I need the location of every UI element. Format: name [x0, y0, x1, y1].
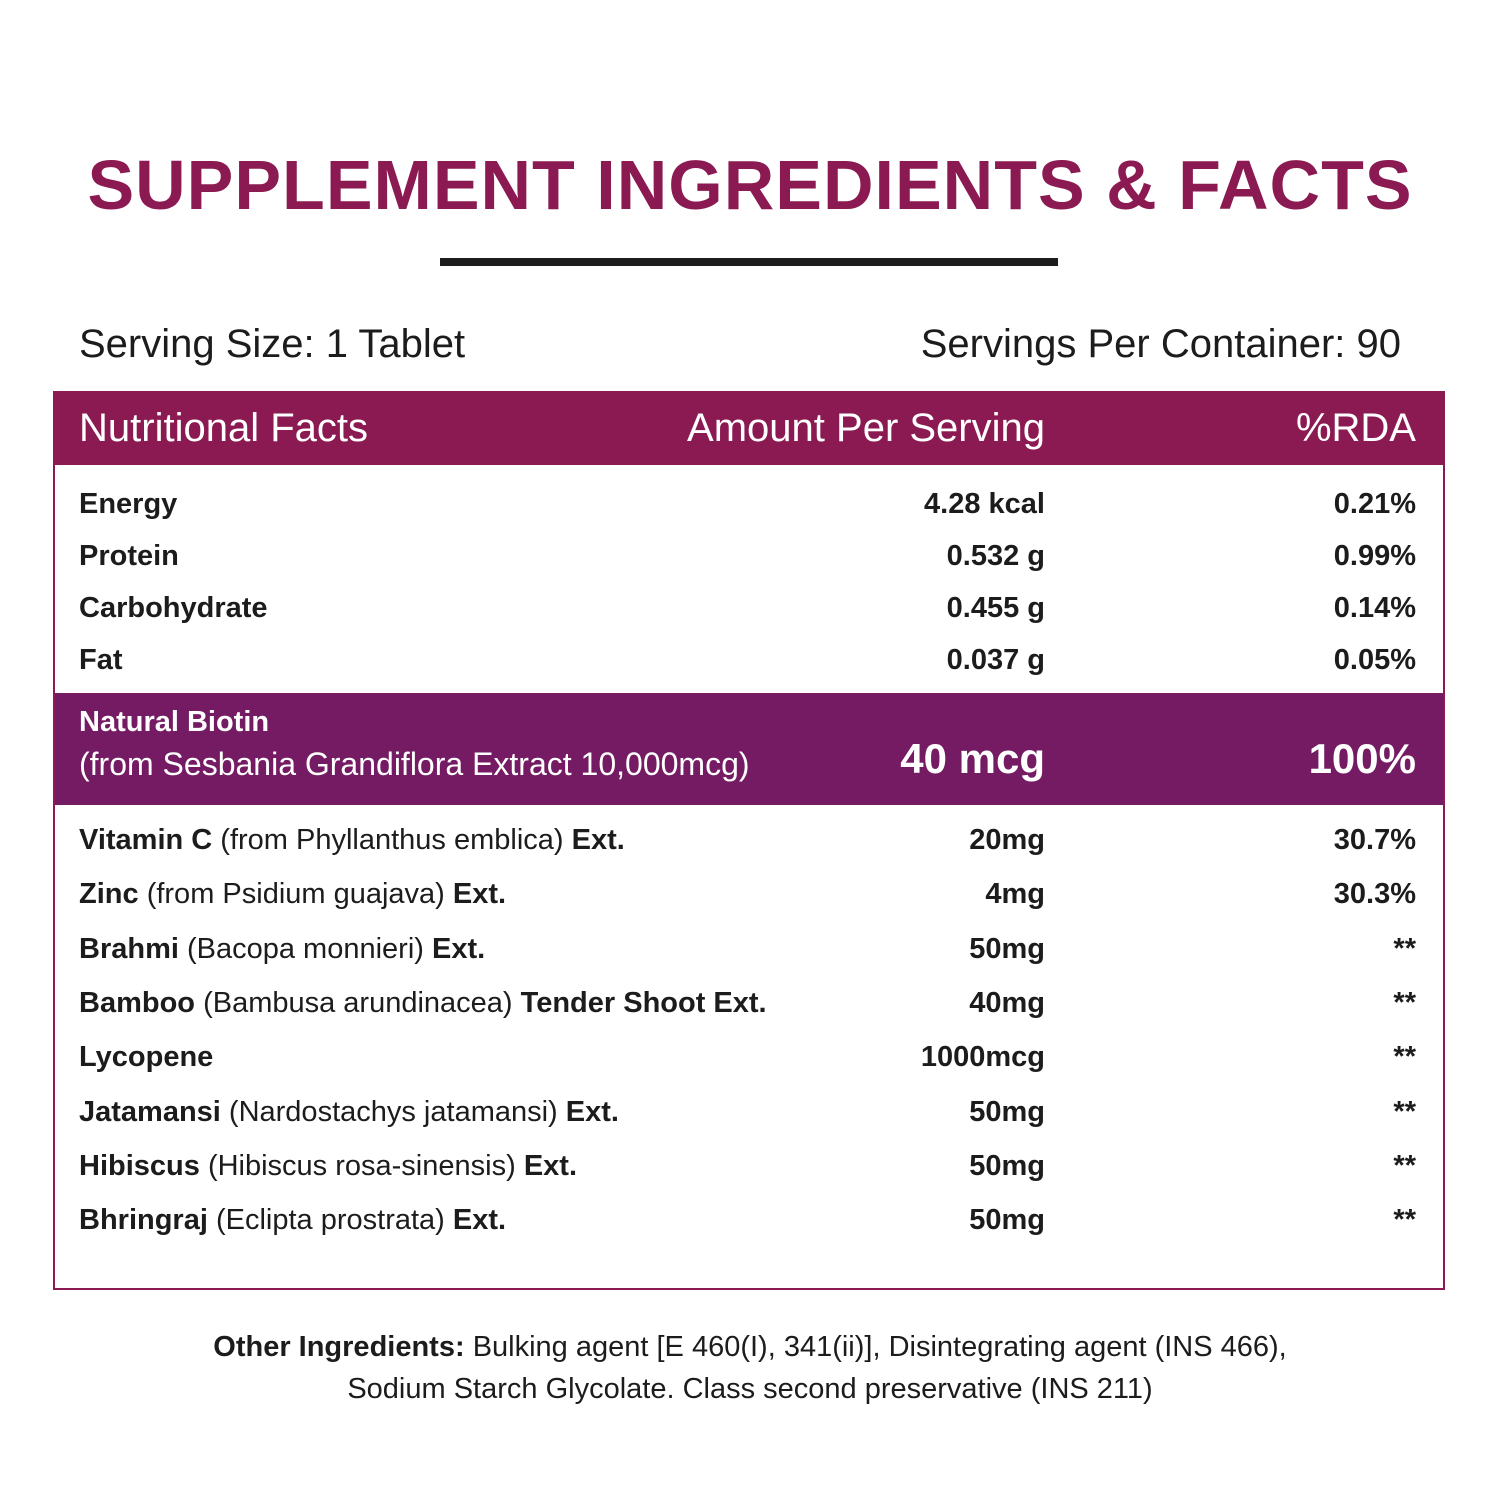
nutrient-name: Fat	[79, 644, 123, 676]
column-header: %RDA	[1295, 406, 1416, 450]
footer-line: Other Ingredients: Bulking agent [E 460(…	[0, 1331, 1500, 1364]
ingredient-part: Ext.	[452, 878, 507, 911]
ingredient-part: (Bacopa monnieri)	[186, 932, 424, 965]
ingredient-part: (Bambusa arundinacea)	[203, 986, 513, 1019]
ingredient-name: Bhringraj (Eclipta prostrata) Ext.	[79, 1204, 506, 1237]
ingredient-amount: 50mg	[969, 1095, 1045, 1128]
column-header: Nutritional Facts	[79, 406, 368, 450]
ingredient-part: (from Psidium guajava)	[146, 878, 445, 911]
nutrient-name: Protein	[79, 540, 179, 572]
ingredient-part: Ext.	[432, 932, 486, 965]
highlight-rda: 100%	[1308, 735, 1416, 782]
ingredient-amount: 20mg	[969, 824, 1045, 856]
title: SUPPLEMENT INGREDIENTS & FACTS	[87, 146, 1413, 224]
ingredient-part: (from Phyllanthus emblica)	[220, 824, 564, 856]
ingredient-rda: **	[1393, 986, 1416, 1019]
highlight-name: Natural Biotin	[79, 706, 270, 738]
ingredient-part: Vitamin C	[79, 824, 213, 856]
ingredient-part: Lycopene	[79, 1041, 214, 1074]
ingredient-amount: 50mg	[969, 1204, 1045, 1237]
ingredient-name: Jatamansi (Nardostachys jatamansi) Ext.	[79, 1096, 619, 1129]
ingredient-part: Bhringraj	[79, 1204, 208, 1237]
highlight-amount: 40 mcg	[900, 735, 1045, 782]
nutrient-rda: 0.14%	[1333, 592, 1416, 624]
ingredient-part: (Nardostachys jatamansi)	[228, 1095, 558, 1128]
footer-line: Sodium Starch Glycolate. Class second pr…	[347, 1373, 1153, 1405]
ingredient-name: Lycopene	[79, 1041, 213, 1074]
ingredient-amount: 50mg	[969, 1149, 1045, 1182]
column-header: Amount Per Serving	[687, 406, 1045, 450]
highlight-source: (from Sesbania Grandiflora Extract 10,00…	[79, 746, 750, 782]
ingredient-part: Brahmi	[79, 932, 179, 965]
nutrient-amount: 0.037 g	[946, 644, 1045, 676]
ingredient-part: Bamboo	[79, 986, 195, 1019]
ingredient-part: Zinc	[79, 878, 139, 911]
ingredient-rda: **	[1393, 1095, 1416, 1128]
divider	[440, 258, 1058, 266]
ingredient-rda: **	[1393, 932, 1416, 965]
nutrient-amount: 4.28 kcal	[924, 488, 1045, 520]
ingredient-part: Hibiscus	[79, 1149, 200, 1182]
nutrient-name: Carbohydrate	[79, 592, 268, 624]
ingredient-part: Ext.	[523, 1149, 577, 1182]
ingredient-part: Ext.	[452, 1204, 507, 1237]
ingredient-rda: **	[1393, 1041, 1416, 1074]
ingredient-amount: 4mg	[985, 878, 1045, 911]
ingredient-rda: **	[1393, 1149, 1416, 1182]
nutrient-rda: 0.99%	[1333, 540, 1416, 572]
ingredient-amount: 1000mcg	[920, 1041, 1045, 1074]
footer-label: Other Ingredients:	[213, 1331, 465, 1363]
ingredient-rda: 30.3%	[1333, 878, 1416, 911]
ingredient-part: Jatamansi	[79, 1095, 221, 1128]
ingredient-part: (Hibiscus rosa-sinensis)	[207, 1149, 516, 1182]
highlight-band	[55, 693, 1443, 805]
ingredient-part: Tender Shoot Ext.	[520, 986, 767, 1019]
ingredient-name: Hibiscus (Hibiscus rosa-sinensis) Ext.	[79, 1150, 577, 1183]
ingredient-rda: 30.7%	[1333, 824, 1416, 856]
nutrient-rda: 0.05%	[1333, 644, 1416, 676]
ingredient-name: Vitamin C (from Phyllanthus emblica) Ext…	[79, 824, 625, 857]
ingredient-part: (Eclipta prostrata)	[215, 1204, 445, 1237]
ingredient-rda: **	[1393, 1204, 1416, 1237]
footer-text: Bulking agent [E 460(I), 341(ii)], Disin…	[472, 1331, 1287, 1363]
nutrient-rda: 0.21%	[1333, 488, 1416, 520]
serving-size: Serving Size: 1 Tablet	[79, 322, 466, 366]
ingredient-name: Bamboo (Bambusa arundinacea) Tender Shoo…	[79, 987, 767, 1020]
nutrient-amount: 0.532 g	[946, 540, 1045, 572]
ingredient-name: Brahmi (Bacopa monnieri) Ext.	[79, 933, 485, 966]
nutrient-name: Energy	[79, 488, 178, 520]
table-header	[55, 393, 1443, 465]
servings-per-container: Servings Per Container: 90	[920, 322, 1401, 366]
ingredient-amount: 50mg	[969, 932, 1045, 965]
ingredient-part: Ext.	[565, 1095, 619, 1128]
ingredient-part: Ext.	[571, 824, 625, 856]
ingredient-amount: 40mg	[969, 986, 1045, 1019]
table-frame	[53, 391, 1445, 1290]
ingredient-name: Zinc (from Psidium guajava) Ext.	[79, 878, 506, 911]
nutrient-amount: 0.455 g	[946, 592, 1045, 624]
